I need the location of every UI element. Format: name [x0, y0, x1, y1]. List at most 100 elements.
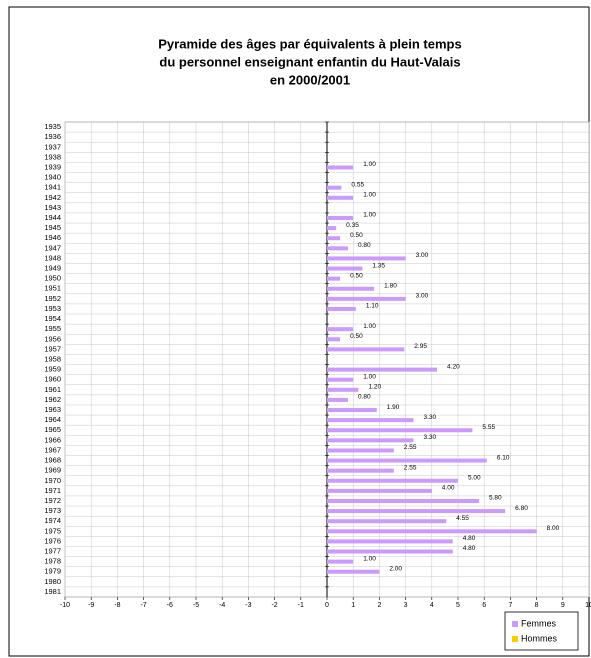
x-tick-label: 0	[325, 602, 329, 609]
x-tick-label: -9	[88, 602, 94, 609]
y-tick-label: 1951	[44, 284, 61, 293]
x-tick-label: -6	[167, 602, 173, 609]
chart-title: du personnel enseignant enfantin du Haut…	[159, 54, 460, 69]
x-tick-label: 5	[456, 602, 460, 609]
x-tick-label: 8	[535, 602, 539, 609]
data-label: 1.35	[372, 262, 385, 269]
bar	[327, 246, 348, 251]
data-label: 4.55	[456, 515, 469, 522]
y-tick-label: 1944	[44, 213, 61, 222]
x-tick-label: -3	[245, 602, 251, 609]
legend-box	[504, 611, 579, 651]
bar	[327, 337, 341, 342]
data-label: 2.00	[389, 565, 402, 572]
bar	[327, 549, 453, 554]
y-tick-label: 1972	[44, 496, 61, 505]
x-tick-label: -2	[271, 602, 277, 609]
data-label: 3.00	[416, 293, 429, 300]
bar	[327, 327, 354, 332]
y-tick-label: 1978	[44, 557, 61, 566]
data-label: 1.00	[363, 161, 376, 168]
y-tick-label: 1946	[44, 233, 61, 242]
y-tick-label: 1936	[44, 132, 61, 141]
bar	[327, 448, 394, 453]
bar	[327, 529, 537, 534]
y-tick-label: 1955	[44, 324, 61, 333]
bar	[327, 438, 414, 443]
x-tick-label: 9	[561, 602, 565, 609]
bar	[327, 195, 354, 200]
x-tick-label: 10	[585, 602, 591, 609]
data-label: 2.55	[404, 464, 417, 471]
bar	[327, 569, 380, 574]
y-tick-label: 1939	[44, 162, 61, 171]
bar	[327, 387, 359, 392]
y-tick-label: 1980	[44, 577, 61, 586]
x-tick-label: -10	[60, 602, 70, 609]
y-tick-label: 1977	[44, 547, 61, 556]
bar	[327, 509, 506, 514]
y-tick-label: 1941	[44, 183, 61, 192]
y-tick-label: 1960	[44, 375, 61, 384]
data-label: 0.80	[358, 394, 371, 401]
x-tick-label: 7	[508, 602, 512, 609]
y-tick-label: 1953	[44, 304, 61, 313]
data-label: 1.00	[363, 212, 376, 219]
y-tick-label: 1956	[44, 334, 61, 343]
y-tick-label: 1940	[44, 173, 61, 182]
bar	[327, 165, 354, 170]
y-tick-label: 1971	[44, 486, 61, 495]
chart-title: Pyramide des âges par équivalents à plei…	[158, 36, 461, 51]
bar	[327, 397, 348, 402]
y-tick-label: 1964	[44, 415, 61, 424]
data-label: 1.00	[363, 555, 376, 562]
data-label: 4.20	[447, 363, 460, 370]
legend-swatch	[512, 621, 518, 627]
y-tick-label: 1952	[44, 294, 61, 303]
data-label: 5.00	[468, 474, 481, 481]
bar	[327, 216, 354, 221]
x-tick-label: 1	[351, 602, 355, 609]
y-tick-label: 1965	[44, 425, 61, 434]
y-tick-label: 1942	[44, 193, 61, 202]
x-tick-label: 3	[404, 602, 408, 609]
y-tick-label: 1966	[44, 435, 61, 444]
data-label: 1.20	[368, 384, 381, 391]
y-tick-label: 1957	[44, 344, 61, 353]
bar	[327, 458, 487, 463]
x-tick-label: 6	[482, 602, 486, 609]
data-label: 1.00	[363, 373, 376, 380]
y-tick-label: 1962	[44, 395, 61, 404]
chart-title: en 2000/2001	[270, 72, 350, 87]
bar	[327, 377, 354, 382]
data-label: 4.80	[463, 545, 476, 552]
y-tick-label: 1979	[44, 567, 61, 576]
data-label: 0.80	[358, 242, 371, 249]
x-tick-label: -4	[219, 602, 225, 609]
data-label: 2.55	[404, 444, 417, 451]
x-tick-label: -5	[193, 602, 199, 609]
bar	[327, 428, 473, 433]
y-tick-label: 1969	[44, 466, 61, 475]
legend-label: Femmes	[521, 618, 557, 628]
data-label: 0.55	[351, 181, 364, 188]
bar	[327, 539, 453, 544]
data-label: 3.00	[416, 252, 429, 259]
data-label: 5.55	[482, 424, 495, 431]
y-tick-label: 1958	[44, 354, 61, 363]
data-label: 0.50	[350, 232, 363, 239]
y-tick-label: 1973	[44, 506, 61, 515]
y-tick-label: 1963	[44, 405, 61, 414]
data-label: 1.80	[384, 282, 397, 289]
y-tick-label: 1938	[44, 152, 61, 161]
data-label: 1.90	[387, 404, 400, 411]
bar	[327, 488, 432, 493]
data-label: 8.00	[547, 525, 560, 532]
y-tick-label: 1959	[44, 365, 61, 374]
y-tick-label: 1975	[44, 526, 61, 535]
bar	[327, 256, 406, 261]
data-label: 1.10	[366, 303, 379, 310]
data-label: 1.00	[363, 192, 376, 199]
legend-label: Hommes	[521, 633, 558, 643]
data-label: 4.80	[463, 535, 476, 542]
